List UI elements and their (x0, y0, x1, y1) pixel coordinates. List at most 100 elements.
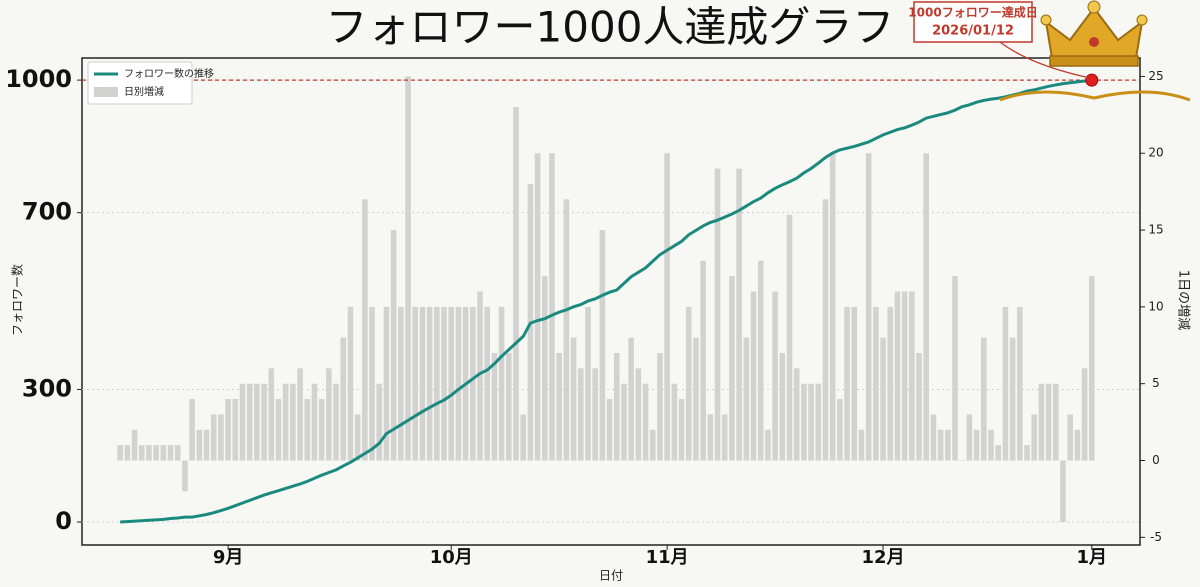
bar (405, 76, 411, 461)
bar (347, 306, 354, 461)
bar (988, 429, 994, 461)
bar (505, 352, 512, 461)
bar (153, 445, 159, 461)
bar (779, 352, 786, 461)
bar (1074, 429, 1081, 461)
bar (714, 168, 721, 461)
bar (642, 383, 649, 461)
bar (246, 383, 253, 461)
bar (541, 276, 548, 461)
bar (477, 291, 483, 461)
bar (304, 399, 311, 461)
bar (671, 383, 678, 461)
bar (318, 399, 325, 461)
bar (786, 214, 793, 461)
bar (772, 291, 778, 461)
bar (628, 337, 634, 461)
bar (765, 429, 771, 461)
bar (750, 291, 757, 461)
bar (160, 445, 167, 461)
bar (376, 383, 383, 461)
bar (340, 337, 347, 461)
x-tick-label: 12月 (862, 547, 905, 568)
bar (822, 199, 829, 461)
y-axis-label: フォロワー数 (10, 264, 25, 336)
bar (1060, 460, 1066, 522)
bar (1045, 383, 1052, 461)
bar (484, 306, 491, 461)
y-tick-label: 1000 (5, 65, 72, 93)
bar (649, 429, 656, 461)
x-axis-label: 日付 (599, 569, 623, 583)
bar (592, 368, 598, 461)
bar (916, 352, 922, 461)
bar (685, 306, 692, 461)
bar (865, 153, 872, 461)
bar (167, 445, 174, 461)
bar (743, 337, 750, 461)
bar (973, 429, 980, 461)
bar (326, 368, 332, 461)
x-tick-label: 11月 (646, 547, 689, 568)
bar (232, 399, 239, 461)
bar (138, 445, 145, 461)
bar (1017, 306, 1023, 461)
bar (124, 445, 131, 461)
plot-frame (81, 57, 1141, 546)
bar (1009, 337, 1016, 461)
y2-tick-label: 10 (1148, 299, 1163, 313)
x-tick-label: 9月 (213, 547, 244, 568)
bar (290, 383, 296, 461)
bar (829, 153, 836, 461)
bar (1067, 414, 1073, 461)
bar (369, 306, 375, 461)
bar (491, 352, 498, 461)
bar (563, 199, 570, 461)
bar (174, 445, 181, 461)
bar (815, 383, 822, 461)
bar (1002, 306, 1009, 461)
bar (239, 383, 246, 461)
bar (333, 383, 339, 461)
bar (851, 306, 858, 461)
bar (736, 168, 742, 461)
end-marker (1085, 73, 1099, 87)
bar (470, 306, 476, 461)
bar (1052, 383, 1059, 461)
bar (441, 306, 447, 461)
bar (606, 399, 613, 461)
bar (729, 276, 735, 461)
bar (498, 306, 505, 461)
bar (117, 445, 123, 461)
y-tick-label: 300 (22, 374, 72, 402)
bar (585, 306, 591, 461)
bar (311, 383, 318, 461)
annotation-arrow (999, 41, 1091, 79)
bar (837, 399, 843, 461)
bar (131, 429, 138, 461)
bar (218, 414, 224, 461)
bar (808, 383, 814, 461)
annotation-box (913, 1, 1033, 43)
legend-swatch (94, 87, 118, 97)
bar (189, 399, 195, 461)
bar (570, 337, 577, 461)
x-tick-label: 1月 (1077, 547, 1108, 568)
bar (282, 383, 289, 461)
x-tick-label: 10月 (430, 547, 473, 568)
bar (549, 153, 555, 461)
bar (873, 306, 879, 461)
bar (390, 230, 397, 461)
y2-tick-label: 15 (1148, 223, 1163, 237)
bar (203, 429, 210, 461)
bar (362, 199, 368, 461)
bar (981, 337, 987, 461)
bar (678, 399, 685, 461)
bar (210, 414, 217, 461)
bar (268, 368, 275, 461)
bar (707, 414, 714, 461)
bar (887, 306, 894, 461)
bar (945, 429, 951, 461)
bar (556, 352, 562, 461)
